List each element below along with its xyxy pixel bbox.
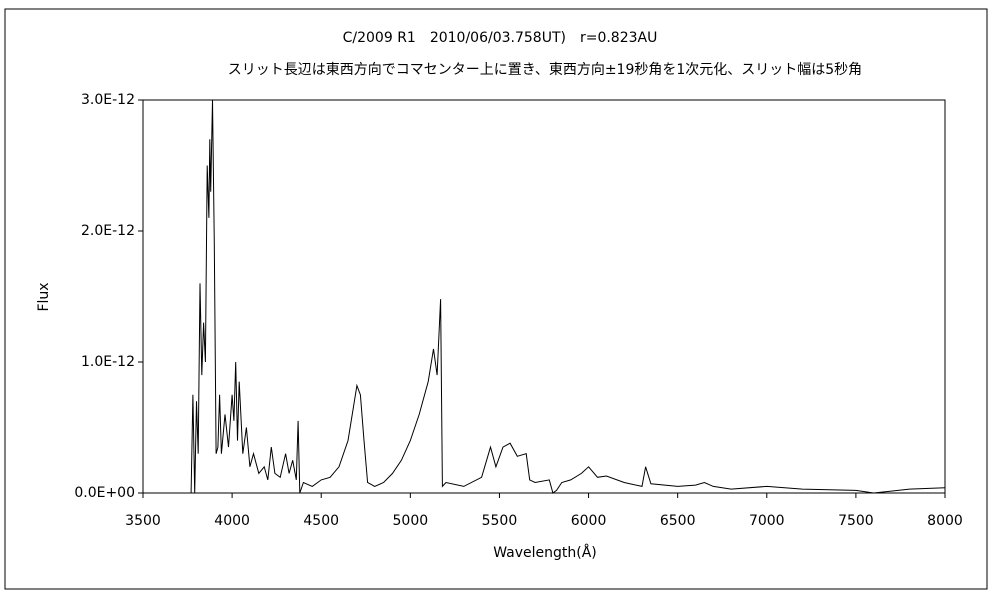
- x-tick-label: 5000: [393, 513, 429, 529]
- x-tick-label: 4500: [303, 513, 339, 529]
- x-tick-label: 6000: [571, 513, 607, 529]
- x-tick-label: 4000: [214, 513, 250, 529]
- y-axis-label: Flux: [36, 282, 52, 311]
- chart-title: C/2009 R1 2010/06/03.758UT) r=0.823AU: [343, 30, 658, 46]
- x-tick-label: 3500: [125, 513, 161, 529]
- y-tick-label: 1.0E-12: [81, 354, 135, 370]
- x-tick-label: 5500: [482, 513, 518, 529]
- plot-frame: [142, 99, 946, 494]
- y-tick-label: 3.0E-12: [81, 92, 135, 108]
- y-tick-label: 0.0E+00: [74, 485, 135, 501]
- x-tick-label: 8000: [927, 513, 963, 529]
- x-axis-label: Wavelength(Å): [493, 544, 597, 561]
- x-tick-label: 7000: [749, 513, 785, 529]
- spectrum-line: [190, 99, 946, 494]
- y-tick-label: 2.0E-12: [81, 223, 135, 239]
- x-tick-label: 7500: [838, 513, 874, 529]
- x-tick-label: 6500: [660, 513, 696, 529]
- chart-subtitle: スリット長辺は東西方向でコマセンター上に置き、東西方向±19秒角を1次元化、スリ…: [228, 62, 862, 78]
- chart-border: [4, 8, 988, 590]
